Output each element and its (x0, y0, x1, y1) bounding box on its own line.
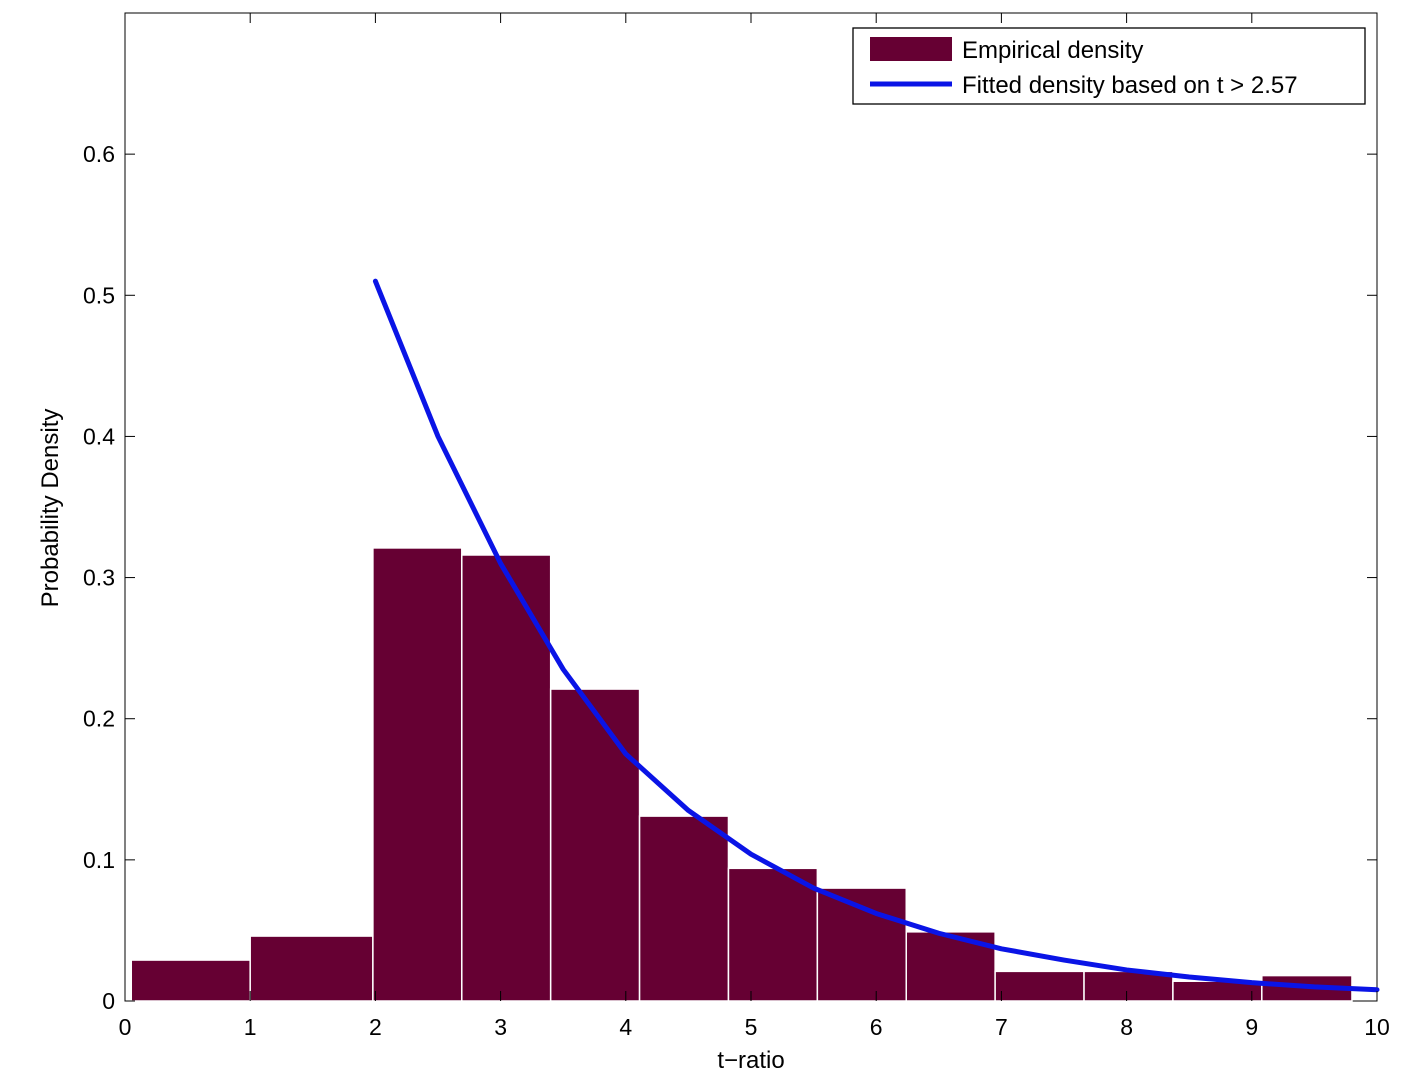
histogram-bar (727, 867, 819, 1002)
histogram-bar (130, 959, 251, 1002)
x-tick-label: 6 (870, 1014, 883, 1040)
histogram-bar (638, 815, 730, 1002)
y-tick-label: 0.2 (83, 706, 115, 732)
legend-swatch-empirical (870, 37, 952, 61)
x-tick-label: 3 (494, 1014, 507, 1040)
ticks-group (124, 13, 1378, 1002)
y-tick-label: 0.6 (83, 141, 115, 167)
x-tick-label: 7 (995, 1014, 1008, 1040)
histogram-bar (816, 887, 907, 1002)
x-tick-label: 2 (369, 1014, 382, 1040)
histogram-bar (1083, 970, 1174, 1002)
x-tick-label: 4 (619, 1014, 632, 1040)
fit-line-group (372, 278, 1380, 993)
bars-group (130, 547, 1353, 1002)
x-tick-label: 9 (1245, 1014, 1258, 1040)
histogram-bar (372, 547, 463, 1002)
plot-area (124, 12, 1378, 1002)
x-tick-label: 5 (745, 1014, 758, 1040)
x-tick-label: 10 (1364, 1014, 1390, 1040)
x-tick-label: 8 (1120, 1014, 1133, 1040)
legend-label-empirical: Empirical density (962, 37, 1143, 64)
x-axis-label: t−ratio (717, 1047, 784, 1074)
histogram-bar (994, 970, 1085, 1002)
legend-label-fitted: Fitted density based on t > 2.57 (962, 72, 1298, 99)
y-tick-label: 0.1 (83, 847, 115, 873)
y-tick-label: 0.5 (83, 282, 115, 308)
legend: Empirical density Fitted density based o… (852, 27, 1366, 105)
y-axis-label: Probability Density (37, 409, 64, 608)
tick-labels-group: 0 1 2 3 4 5 6 7 8 9 10 0 0.1 0.2 0.3 0.4 0.5 0.6 (83, 141, 1390, 1040)
y-tick-label: 0 (102, 988, 115, 1014)
histogram-bar (461, 554, 552, 1002)
x-tick-label: 0 (119, 1014, 132, 1040)
fitted-density-line (372, 278, 1380, 993)
x-tick-label: 1 (244, 1014, 257, 1040)
y-tick-label: 0.3 (83, 565, 115, 591)
histogram-bar (549, 688, 641, 1002)
y-tick-label: 0.4 (83, 423, 115, 449)
histogram-bar (249, 935, 374, 1002)
